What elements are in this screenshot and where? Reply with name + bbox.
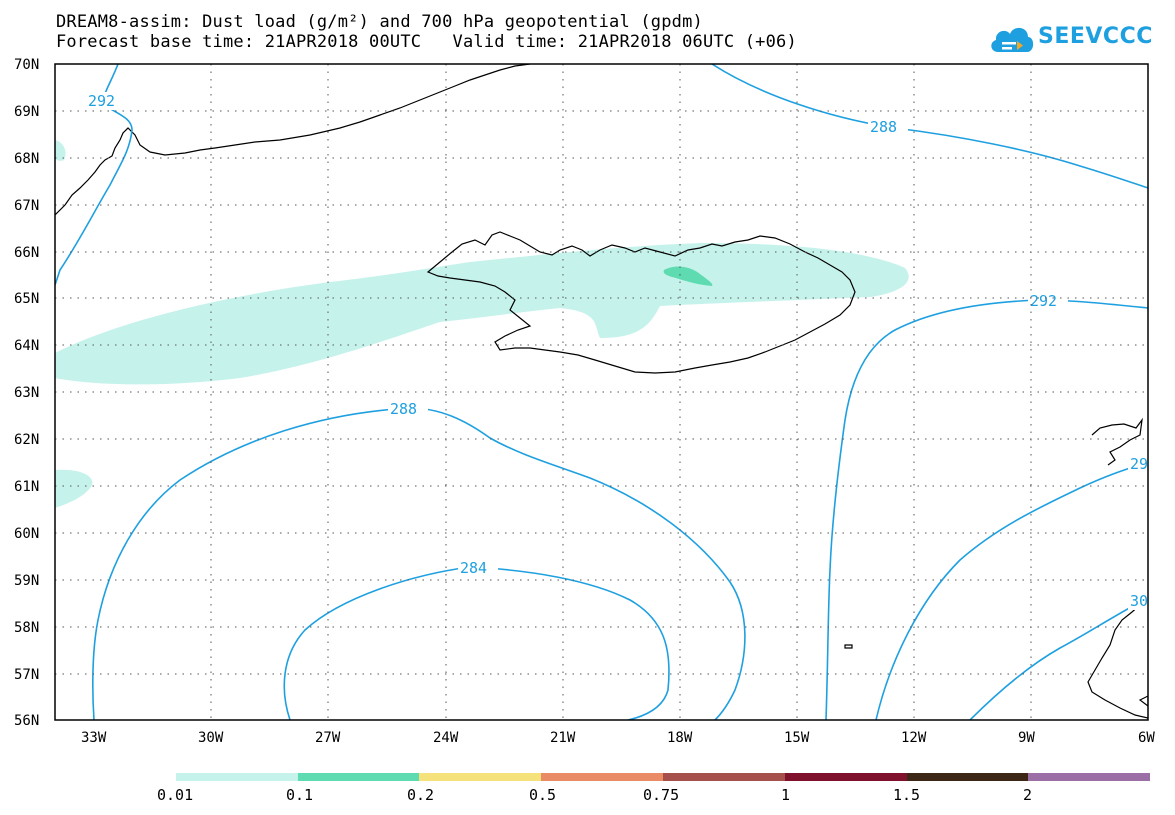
- lon-label: 15W: [784, 730, 810, 746]
- islet-2: [1138, 695, 1148, 707]
- contour-labels: 292 288 288 292 284 29 30: [86, 92, 1148, 610]
- dust-plume-main: [55, 243, 909, 385]
- lon-label: 24W: [433, 730, 459, 746]
- lat-label: 56N: [14, 713, 39, 729]
- latitude-labels: 70N 69N 68N 67N 66N 65N 64N 63N 62N 61N …: [14, 57, 39, 729]
- lon-label: 18W: [667, 730, 693, 746]
- seevccc-logo: SEEVCCC: [988, 18, 1152, 62]
- iceland-coast: [426, 231, 856, 374]
- lat-label: 67N: [14, 198, 39, 214]
- contour-label: 288: [870, 118, 897, 136]
- colorbar-swatch: [907, 773, 1028, 781]
- lat-label: 64N: [14, 338, 39, 354]
- colorbar-swatch: [1028, 773, 1150, 781]
- forecast-time-subtitle: Forecast base time: 21APR2018 00UTC Vali…: [56, 32, 797, 52]
- dust-load-shading: [55, 140, 909, 508]
- lat-label: 62N: [14, 432, 39, 448]
- logo-text: SEEVCCC: [1038, 24, 1153, 49]
- colorbar-swatch: [541, 773, 663, 781]
- chart-title: DREAM8-assim: Dust load (g/m²) and 700 h…: [56, 12, 703, 32]
- lat-label: 63N: [14, 385, 39, 401]
- plot-frame: [54, 63, 1149, 721]
- colorbar-swatch: [298, 773, 419, 781]
- islet-1: [844, 644, 853, 649]
- scotland-coast: [1087, 599, 1148, 719]
- contour-label: 284: [460, 559, 487, 577]
- colorbar-label: 1: [781, 786, 790, 804]
- contour-label: 288: [390, 400, 417, 418]
- contour-284: [283, 566, 670, 720]
- faroe-coast: [1091, 417, 1143, 466]
- colorbar-label: 0.75: [643, 786, 679, 804]
- longitude-labels: 33W 30W 27W 24W 21W 18W 15W 12W 9W 6W: [81, 730, 1155, 746]
- dust-patch-west: [55, 469, 93, 508]
- contour-label: 29: [1130, 455, 1148, 473]
- geopotential-contours: [55, 64, 1148, 720]
- colorbar-label: 0.1: [286, 786, 313, 804]
- lat-label: 59N: [14, 573, 39, 589]
- lat-label: 70N: [14, 57, 39, 73]
- lat-label: 68N: [14, 151, 39, 167]
- contour-label: 292: [88, 92, 115, 110]
- contour-288-south: [92, 407, 746, 720]
- contour-label: 30: [1130, 592, 1148, 610]
- dust-patch-northwest: [55, 140, 66, 161]
- lon-label: 6W: [1138, 730, 1155, 746]
- lon-label: 30W: [198, 730, 224, 746]
- colorbar-label: 0.01: [157, 786, 193, 804]
- colorbar-swatch: [176, 773, 298, 781]
- contour-292-east: [825, 299, 1148, 720]
- coastlines: [55, 64, 1148, 719]
- colorbar: 0.01 0.1 0.2 0.5 0.75 1 1.5 2: [157, 773, 1150, 804]
- colorbar-label: 0.2: [407, 786, 434, 804]
- lat-label: 61N: [14, 479, 39, 495]
- contour-296-east: [875, 461, 1148, 720]
- colorbar-swatch: [419, 773, 541, 781]
- graticule: [55, 64, 1148, 720]
- lon-label: 21W: [550, 730, 576, 746]
- lon-label: 27W: [315, 730, 341, 746]
- contour-288-north: [711, 64, 1148, 189]
- greenland-coast: [55, 64, 531, 216]
- dust-spot-high: [663, 266, 713, 286]
- colorbar-label: 2: [1023, 786, 1032, 804]
- lon-label: 9W: [1018, 730, 1035, 746]
- contour-300-east: [969, 597, 1148, 720]
- lat-label: 58N: [14, 620, 39, 636]
- cloud-icon: [991, 27, 1034, 52]
- lon-label: 33W: [81, 730, 107, 746]
- lon-label: 12W: [901, 730, 927, 746]
- contour-label: 292: [1030, 292, 1057, 310]
- lat-label: 60N: [14, 526, 39, 542]
- lat-label: 66N: [14, 245, 39, 261]
- colorbar-label: 0.5: [529, 786, 556, 804]
- colorbar-swatch: [785, 773, 907, 781]
- lat-label: 57N: [14, 667, 39, 683]
- lat-label: 65N: [14, 291, 39, 307]
- lat-label: 69N: [14, 104, 39, 120]
- colorbar-swatch: [663, 773, 785, 781]
- colorbar-label: 1.5: [893, 786, 920, 804]
